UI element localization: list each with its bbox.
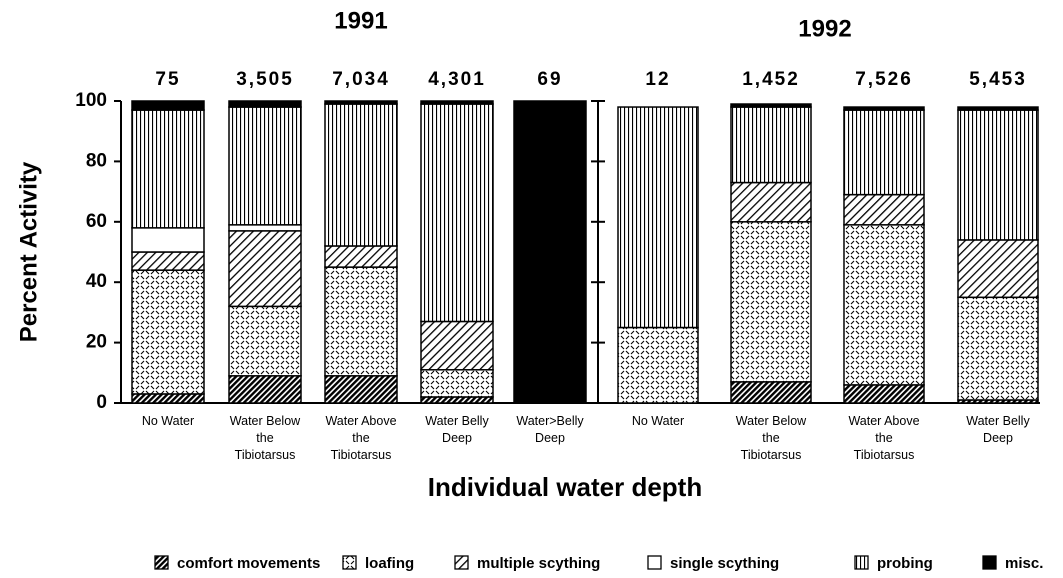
bar-segment — [957, 109, 1039, 241]
bar-segment — [131, 393, 205, 404]
sample-size-label: 69 — [537, 69, 562, 90]
bar-segment — [324, 100, 398, 105]
legend-swatch — [854, 555, 869, 570]
x-tick-label: No Water — [141, 414, 195, 428]
bar-segment — [324, 375, 398, 404]
sample-size-label: 5,453 — [969, 69, 1027, 90]
bar-segment — [324, 266, 398, 377]
bar-segment — [131, 100, 205, 111]
bar-segment — [730, 181, 812, 223]
sample-size-label: 4,301 — [428, 69, 486, 90]
bar-segment — [730, 106, 812, 184]
bar-segment — [957, 239, 1039, 299]
x-axis-label: Individual water depth — [428, 472, 702, 502]
bar-segment — [131, 269, 205, 395]
legend-swatch — [154, 555, 169, 570]
bar-segment — [420, 320, 494, 371]
legend-label: comfort movements — [177, 555, 320, 572]
bar-segment — [957, 106, 1039, 111]
sample-size-label: 12 — [645, 69, 670, 90]
bar-segment — [324, 103, 398, 247]
sample-size-label: 1,452 — [742, 69, 800, 90]
bar-segment — [843, 106, 925, 111]
x-tick-label: Water Above the Tibiotarsus — [848, 414, 920, 462]
x-tick-label: Water>Belly Deep — [516, 414, 584, 445]
bar-segment — [420, 100, 494, 105]
x-tick-label: Water Below the Tibiotarsus — [229, 414, 301, 462]
sample-size-label: 7,526 — [855, 69, 913, 90]
y-tick-label: 20 — [86, 332, 107, 353]
bar-segment — [420, 369, 494, 398]
sample-size-label: 75 — [155, 69, 180, 90]
bar-segment — [228, 106, 302, 226]
bar-segment — [131, 227, 205, 253]
x-tick-label: Water Belly Deep — [425, 414, 489, 445]
y-axis-label: Percent Activity — [15, 161, 42, 342]
bar-segment — [617, 106, 699, 329]
x-tick-label: Water Belly Deep — [966, 414, 1030, 445]
bar-segment — [843, 109, 925, 196]
bar-segment — [228, 230, 302, 308]
bar-segment — [228, 100, 302, 108]
y-tick-label: 40 — [86, 271, 107, 292]
bar-segment — [420, 396, 494, 404]
y-tick-label: 100 — [75, 90, 107, 111]
legend-label: loafing — [365, 555, 414, 572]
bar-segment — [730, 103, 812, 108]
bar-segment — [957, 296, 1039, 401]
x-tick-label: Water Above the Tibiotarsus — [325, 414, 397, 462]
legend-swatch — [982, 555, 997, 570]
bar-segment — [131, 251, 205, 271]
sample-size-label: 3,505 — [236, 69, 294, 90]
bar-segment — [843, 224, 925, 386]
legend-label: misc. — [1005, 555, 1043, 572]
legend-swatch — [647, 555, 662, 570]
sample-size-label: 7,034 — [332, 69, 390, 90]
bar-segment — [730, 221, 812, 383]
bar-segment — [131, 109, 205, 229]
bar-segment — [513, 100, 587, 404]
bar-segment — [228, 375, 302, 404]
x-tick-label: Water Below the Tibiotarsus — [735, 414, 807, 462]
bar-segment — [324, 245, 398, 268]
y-tick-label: 0 — [96, 392, 107, 413]
bar-segment — [420, 103, 494, 323]
bar-segment — [843, 193, 925, 226]
bar-segment — [228, 224, 302, 232]
legend-label: multiple scything — [477, 555, 600, 572]
panel-title: 1992 — [798, 15, 851, 42]
bar-segment — [843, 384, 925, 404]
legend-swatch — [454, 555, 469, 570]
legend-swatch — [342, 555, 357, 570]
panel-title: 1991 — [334, 7, 387, 34]
y-tick-label: 80 — [86, 150, 107, 171]
bar-segment — [617, 326, 699, 404]
y-tick-label: 60 — [86, 211, 107, 232]
bar-segment — [730, 381, 812, 404]
legend-label: probing — [877, 555, 933, 572]
x-tick-label: No Water — [631, 414, 685, 428]
legend-label: single scything — [670, 555, 779, 572]
bar-segment — [228, 305, 302, 377]
